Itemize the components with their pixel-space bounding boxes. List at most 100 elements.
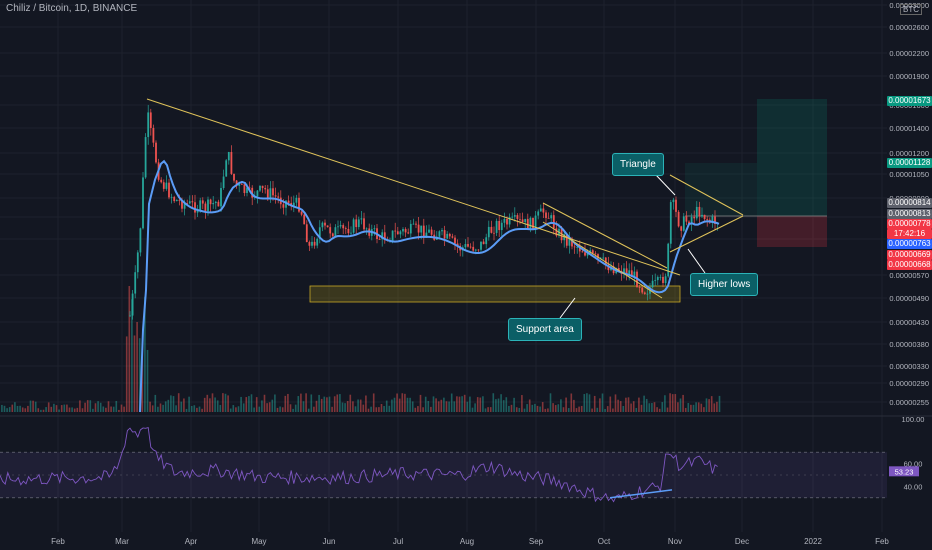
candle-body — [256, 190, 259, 197]
volume-bar — [346, 400, 349, 412]
candle — [662, 272, 664, 288]
candle-body — [698, 206, 701, 217]
volume-bar — [500, 394, 502, 412]
annotation-support-area[interactable]: Support area — [508, 318, 582, 341]
candle-body — [646, 293, 649, 295]
candle — [394, 222, 397, 238]
volume-bar — [154, 394, 157, 412]
volume-bar — [211, 393, 214, 412]
candle-body — [438, 231, 441, 237]
candle-body — [451, 236, 454, 238]
price-tag: 0.00000669 — [887, 250, 932, 260]
volume-bar — [120, 404, 123, 412]
currency-badge[interactable]: BTC — [900, 4, 922, 15]
rsi-line — [0, 426, 718, 503]
candle — [355, 214, 358, 235]
volume-bar — [378, 407, 380, 412]
candle-body — [568, 238, 571, 246]
volume-bar — [651, 403, 653, 412]
volume-bar — [661, 402, 664, 412]
candle-body — [581, 251, 584, 253]
candle-body — [391, 230, 394, 241]
candle-body — [487, 226, 490, 238]
volume-bar — [125, 336, 128, 412]
candle-body — [155, 142, 157, 163]
candle — [511, 212, 514, 220]
candle — [214, 200, 217, 210]
volume-bar — [453, 401, 456, 412]
volume-bar — [716, 401, 718, 412]
volume-bar — [508, 405, 510, 412]
candle — [693, 210, 696, 224]
symbol-title[interactable]: Chiliz / Bitcoin, 1D, BINANCE — [6, 3, 138, 14]
price-tag: 17:42:16 — [887, 229, 932, 239]
volume-bar — [162, 404, 164, 412]
annotation-higher-lows[interactable]: Higher lows — [690, 273, 759, 296]
candle — [243, 183, 246, 197]
volume-bar — [471, 407, 474, 412]
candle-body — [448, 233, 451, 237]
candle — [321, 221, 324, 232]
candle-body — [178, 199, 181, 201]
candle-body — [667, 243, 670, 277]
annotation-triangle[interactable]: Triangle — [612, 153, 664, 176]
candle-body — [677, 211, 680, 227]
volume-bar — [513, 397, 515, 412]
candle-body — [430, 229, 433, 235]
volume-bar — [495, 399, 497, 412]
candle-body — [495, 220, 498, 233]
volume-bar — [3, 405, 6, 412]
candle — [656, 275, 659, 286]
candle — [542, 202, 545, 219]
volume-bar — [422, 407, 424, 412]
candle — [261, 185, 264, 193]
volume-bar — [99, 402, 102, 412]
volume-bar — [245, 397, 248, 412]
candle — [272, 181, 274, 201]
candle-body — [602, 257, 605, 259]
rsi-tick-label: 40.00 — [904, 482, 923, 491]
candle-body — [238, 184, 241, 186]
x-tick-label: Dec — [735, 537, 749, 546]
candle-body — [628, 270, 631, 275]
candle — [467, 237, 469, 248]
candle — [313, 237, 316, 249]
volume-bar — [632, 401, 635, 412]
candle — [342, 223, 345, 235]
volume-bar — [523, 408, 526, 412]
candle-body — [183, 203, 186, 209]
volume-bar — [71, 407, 73, 412]
candle-body — [220, 188, 222, 207]
candle — [352, 217, 355, 234]
candle-body — [675, 199, 677, 212]
candle-body — [230, 152, 233, 174]
volume-bar — [151, 405, 154, 412]
volume-bar — [638, 397, 640, 412]
volume-bar — [617, 399, 619, 412]
candle-body — [524, 218, 527, 223]
candle — [493, 226, 495, 241]
candle — [664, 273, 667, 286]
volume-bar — [653, 402, 656, 412]
volume-bar — [224, 393, 227, 412]
candle-body — [272, 188, 274, 196]
candle-body — [662, 276, 664, 284]
volume-bar — [112, 406, 115, 412]
candle-body — [516, 215, 519, 219]
volume-bar — [292, 408, 294, 412]
candle-body — [160, 179, 163, 183]
volume-bar — [354, 406, 357, 412]
volume-bar — [19, 405, 21, 412]
volume-bar — [45, 407, 47, 412]
candle-body — [578, 247, 581, 252]
volume-bar — [115, 400, 118, 412]
candle — [363, 212, 365, 232]
stop-zone — [757, 216, 827, 247]
candle — [675, 196, 677, 218]
volume-bar — [136, 321, 138, 412]
volume-bar — [482, 396, 484, 412]
candle — [220, 182, 222, 212]
candle-body — [490, 226, 493, 233]
candle-body — [643, 292, 646, 294]
